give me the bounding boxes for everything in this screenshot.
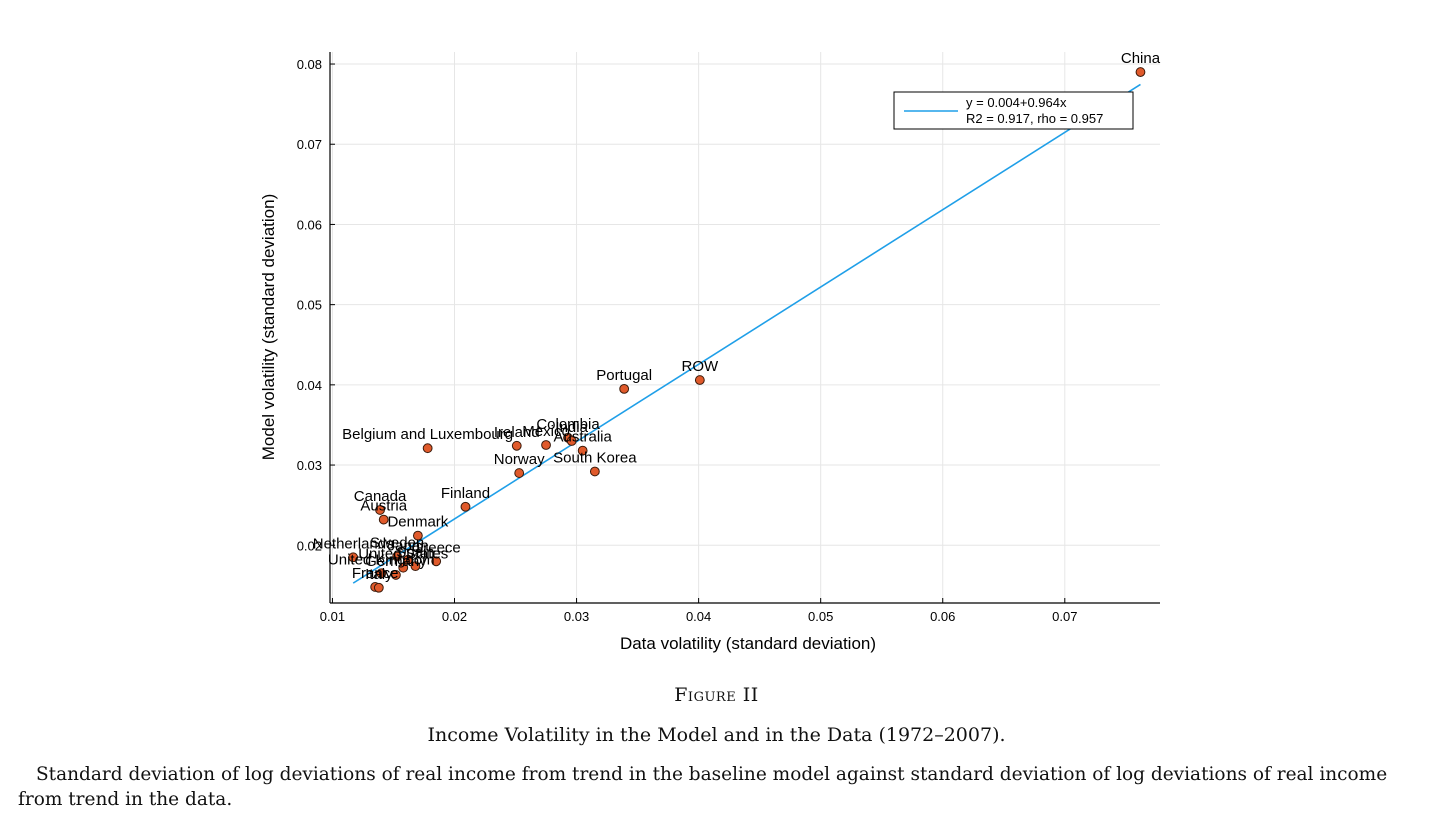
data-point — [514, 468, 525, 478]
point-label: Sweden — [370, 534, 424, 551]
point-label: Austria — [360, 498, 407, 515]
y-tick-label: 0.06 — [297, 217, 322, 232]
data-point — [619, 383, 630, 394]
point-labels: China ROW Portugal Belgium and LuxembourgIr… — [313, 50, 1161, 583]
scatter-chart: 0.01 0.02 0.03 0.04 0.05 0.06 0.07 0.02 0.03 0.04… — [259, 50, 1161, 653]
point-label: Netherlands — [313, 535, 394, 552]
fit-line-layer — [352, 83, 1141, 584]
y-axis-title: Model volatility (standard deviation) — [259, 194, 278, 460]
y-tick-label: 0.03 — [297, 458, 322, 473]
point-label: Germany — [365, 553, 427, 570]
point-label: Spain — [396, 544, 434, 561]
y-tick-label: 0.05 — [297, 298, 322, 313]
point-label: Japan — [388, 538, 429, 555]
point-label: United States — [358, 546, 448, 563]
y-tick-label: 0.08 — [297, 57, 322, 72]
point-label: Italy — [365, 566, 393, 583]
data-point — [431, 556, 442, 567]
data-point — [412, 530, 423, 541]
x-tick-label: 0.02 — [442, 609, 467, 624]
point-label: Australia — [553, 429, 612, 446]
data-point — [373, 582, 384, 593]
data-point — [511, 440, 522, 451]
grid — [330, 52, 1160, 603]
data-point — [541, 440, 551, 450]
data-point — [694, 375, 705, 385]
x-tick-label: 0.03 — [564, 609, 589, 624]
fit-line — [352, 83, 1141, 584]
x-tick-label: 0.04 — [686, 609, 711, 624]
data-point — [566, 436, 577, 446]
legend-fit-equation: y = 0.004+0.964x — [966, 95, 1067, 110]
point-label: United Kingdom — [328, 551, 435, 568]
x-tick-label: 0.01 — [320, 609, 345, 624]
y-tick-label: 0.02 — [297, 538, 322, 553]
data-point — [589, 466, 600, 477]
point-label: Colombia — [536, 416, 600, 433]
x-tick-label: 0.07 — [1052, 609, 1077, 624]
legend-fit-stats: R2 = 0.917, rho = 0.957 — [966, 111, 1103, 126]
data-point — [391, 570, 401, 580]
tick-labels: 0.01 0.02 0.03 0.04 0.05 0.06 0.07 0.02 0.03 0.04… — [297, 57, 1078, 624]
x-axis-title: Data volatility (standard deviation) — [620, 634, 876, 653]
point-label: Portugal — [596, 367, 652, 384]
point-label: ROW — [682, 358, 720, 375]
x-tick-label: 0.05 — [808, 609, 833, 624]
y-tick-label: 0.07 — [297, 137, 322, 152]
data-point — [403, 554, 414, 565]
data-point — [375, 505, 385, 515]
data-point — [460, 501, 471, 512]
point-label: Belgium and Luxembourg — [342, 426, 513, 443]
point-label: India — [555, 419, 588, 436]
y-tick-label: 0.04 — [297, 378, 322, 393]
figure-title: Income Volatility in the Model and in th… — [427, 724, 1006, 746]
point-label: Ireland — [494, 424, 540, 441]
data-point — [376, 568, 387, 579]
data-point — [398, 562, 409, 573]
point-label: China — [1121, 50, 1161, 67]
point-label: Greece — [412, 539, 461, 556]
data-point — [422, 443, 433, 454]
data-point — [577, 445, 588, 456]
figure-notes: Standard deviation of log deviations of … — [18, 764, 1388, 810]
data-point — [1135, 67, 1146, 77]
axes — [329, 52, 1160, 604]
point-label: Finland — [441, 485, 490, 502]
point-label: Norway — [494, 451, 545, 468]
x-tick-label: 0.06 — [930, 609, 955, 624]
point-label: Mexico — [522, 423, 570, 440]
data-point — [378, 514, 389, 525]
data-point — [348, 552, 359, 563]
data-point — [410, 561, 421, 572]
point-label: Denmark — [387, 514, 448, 531]
point-label: Canada — [354, 488, 407, 505]
data-point — [392, 551, 403, 562]
data-points — [348, 67, 1146, 593]
figure-number: Figure II — [674, 684, 759, 706]
point-label: France — [352, 565, 399, 582]
legend: y = 0.004+0.964x R2 = 0.917, rho = 0.957 — [893, 91, 1134, 130]
point-label: South Korea — [553, 449, 637, 466]
